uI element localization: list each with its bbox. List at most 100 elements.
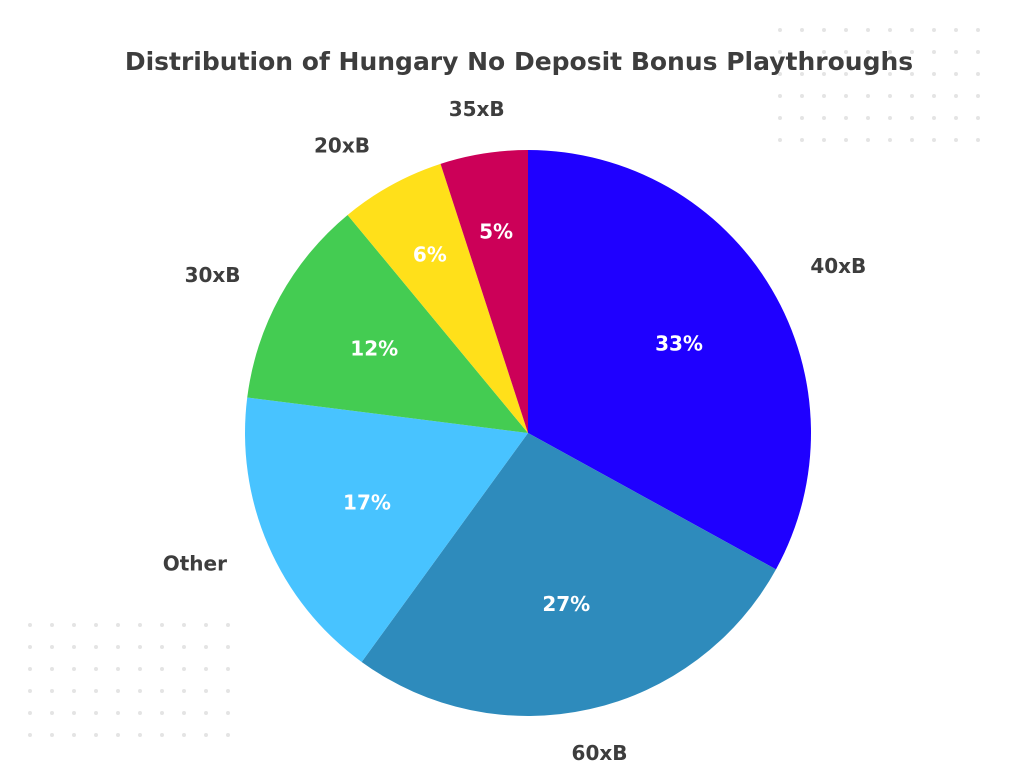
bottom-left-dot <box>138 645 142 649</box>
bottom-left-dot <box>204 645 208 649</box>
bottom-left-dot <box>94 645 98 649</box>
bottom-left-dot <box>182 733 186 737</box>
top-right-dot <box>932 28 936 32</box>
bottom-left-dot <box>160 689 164 693</box>
bottom-left-dot <box>138 623 142 627</box>
category-label-other: Other <box>163 551 227 575</box>
top-right-dot <box>822 28 826 32</box>
bottom-left-dot <box>94 733 98 737</box>
bottom-left-dot <box>138 711 142 715</box>
pie-slices <box>245 150 812 716</box>
bottom-left-dot <box>28 645 32 649</box>
bottom-left-dot <box>72 623 76 627</box>
top-right-dot <box>888 94 892 98</box>
decorative-dot-grid-bottom-left <box>28 623 230 737</box>
bottom-left-dot <box>204 689 208 693</box>
bottom-left-dot <box>226 645 230 649</box>
bottom-left-dot <box>160 667 164 671</box>
top-right-dot <box>778 138 782 142</box>
top-right-dot <box>822 94 826 98</box>
top-right-dot <box>778 94 782 98</box>
bottom-left-dot <box>204 667 208 671</box>
top-right-dot <box>932 72 936 76</box>
top-right-dot <box>778 72 782 76</box>
bottom-left-dot <box>204 623 208 627</box>
bottom-left-dot <box>226 623 230 627</box>
top-right-dot <box>866 72 870 76</box>
bottom-left-dot <box>182 667 186 671</box>
percentage-label-other: 17% <box>343 491 391 515</box>
category-label-40xb: 40xB <box>810 254 866 278</box>
top-right-dot <box>910 28 914 32</box>
percentage-label-60xb: 27% <box>542 592 590 616</box>
bottom-left-dot <box>204 733 208 737</box>
bottom-left-dot <box>182 645 186 649</box>
bottom-left-dot <box>116 733 120 737</box>
top-right-dot <box>800 50 804 54</box>
percentage-label-35xb: 5% <box>479 220 513 244</box>
top-right-dot <box>888 50 892 54</box>
top-right-dot <box>910 50 914 54</box>
bottom-left-dot <box>116 645 120 649</box>
top-right-dot <box>910 72 914 76</box>
bottom-left-dot <box>50 711 54 715</box>
bottom-left-dot <box>116 711 120 715</box>
top-right-dot <box>800 94 804 98</box>
bottom-left-dot <box>94 711 98 715</box>
bottom-left-dot <box>72 689 76 693</box>
top-right-dot <box>800 72 804 76</box>
top-right-dot <box>866 116 870 120</box>
top-right-dot <box>888 138 892 142</box>
bottom-left-dot <box>94 623 98 627</box>
bottom-left-dot <box>50 733 54 737</box>
bottom-left-dot <box>50 667 54 671</box>
top-right-dot <box>800 28 804 32</box>
category-label-60xb: 60xB <box>572 741 628 765</box>
top-right-dot <box>866 94 870 98</box>
pie-slice-35xb <box>440 150 528 433</box>
top-right-dot <box>778 28 782 32</box>
category-label-35xb: 35xB <box>449 97 505 121</box>
bottom-left-dot <box>28 711 32 715</box>
top-right-dot <box>844 116 848 120</box>
top-right-dot <box>910 138 914 142</box>
top-right-dot <box>822 116 826 120</box>
top-right-dot <box>822 138 826 142</box>
category-label-20xb: 20xB <box>314 134 370 158</box>
bottom-left-dot <box>160 733 164 737</box>
decorative-dot-grid-top-right <box>778 28 980 142</box>
bottom-left-dot <box>50 623 54 627</box>
percentage-labels: 33% 27% 17% 12% 6% 5% <box>343 220 703 616</box>
top-right-dot <box>910 116 914 120</box>
bottom-left-dot <box>72 711 76 715</box>
top-right-dot <box>954 116 958 120</box>
top-right-dot <box>866 28 870 32</box>
top-right-dot <box>976 72 980 76</box>
top-right-dot <box>976 138 980 142</box>
bottom-left-dot <box>138 689 142 693</box>
pie-slice-other <box>245 397 528 662</box>
pie-slice-60xb <box>361 433 776 716</box>
bottom-left-dot <box>138 733 142 737</box>
pie-slice-20xb <box>347 163 528 433</box>
top-right-dot <box>866 50 870 54</box>
bottom-left-dot <box>204 711 208 715</box>
bottom-left-dot <box>182 711 186 715</box>
pie-slice-30xb <box>247 214 528 433</box>
bottom-left-dot <box>116 689 120 693</box>
category-label-30xb: 30xB <box>185 263 241 287</box>
bottom-left-dot <box>94 667 98 671</box>
percentage-label-20xb: 6% <box>413 242 447 266</box>
category-labels: 40xB 60xB Other 30xB 20xB 35xB <box>163 97 867 765</box>
bottom-left-dot <box>116 667 120 671</box>
bottom-left-dot <box>28 733 32 737</box>
top-right-dot <box>976 28 980 32</box>
bottom-left-dot <box>226 733 230 737</box>
top-right-dot <box>976 50 980 54</box>
top-right-dot <box>778 50 782 54</box>
top-right-dot <box>844 28 848 32</box>
top-right-dot <box>844 138 848 142</box>
bottom-left-dot <box>116 623 120 627</box>
top-right-dot <box>976 116 980 120</box>
